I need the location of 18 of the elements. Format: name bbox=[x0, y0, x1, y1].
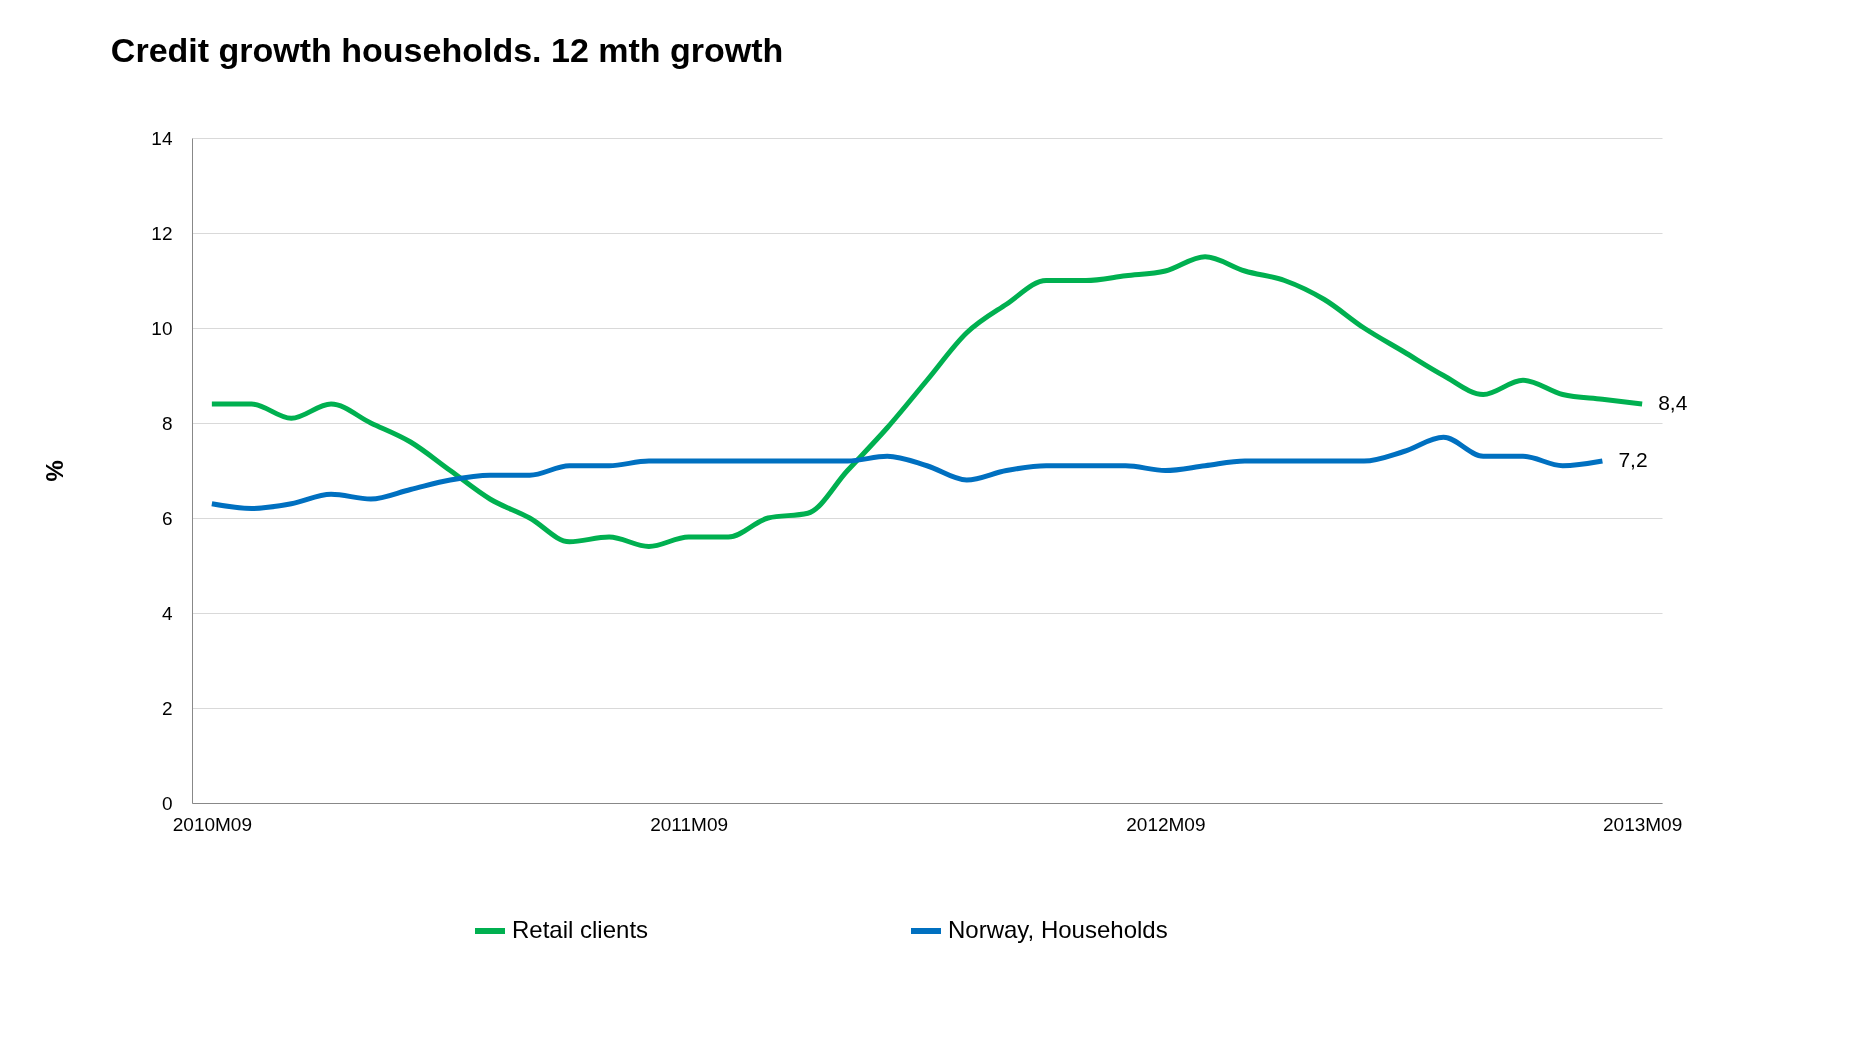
y-tick-label: 14 bbox=[151, 127, 173, 149]
legend-label: Norway, Households bbox=[948, 916, 1168, 943]
y-tick-label: 4 bbox=[161, 602, 173, 624]
data-label: 7,2 bbox=[1618, 448, 1648, 471]
y-axis-title: % bbox=[41, 460, 69, 482]
x-tick-label: 2012M09 bbox=[1126, 813, 1206, 835]
legend-label: Retail clients bbox=[512, 916, 649, 943]
y-tick-label: 6 bbox=[161, 507, 173, 529]
x-tick-label: 2010M09 bbox=[172, 813, 252, 835]
y-tick-label: 2 bbox=[161, 697, 173, 719]
y-tick-label: 0 bbox=[161, 792, 173, 814]
chart-title: Credit growth households. 12 mth growth bbox=[110, 31, 784, 69]
y-tick-label: 10 bbox=[151, 317, 173, 339]
y-tick-label: 8 bbox=[161, 412, 173, 434]
x-tick-label: 2011M09 bbox=[650, 813, 729, 835]
data-label: 8,4 bbox=[1658, 391, 1688, 414]
x-tick-label: 2013M09 bbox=[1603, 813, 1683, 835]
y-tick-label: 12 bbox=[151, 222, 173, 244]
